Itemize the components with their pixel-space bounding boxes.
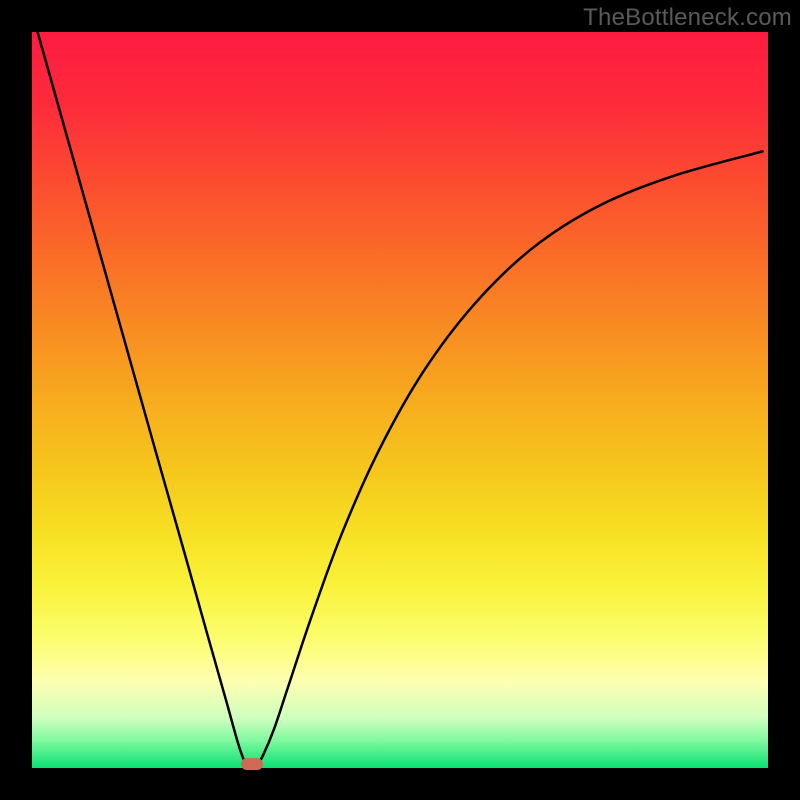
minimum-marker [241,758,263,770]
bottleneck-chart [0,0,800,800]
source-watermark: TheBottleneck.com [583,4,792,32]
chart-stage: TheBottleneck.com [0,0,800,800]
